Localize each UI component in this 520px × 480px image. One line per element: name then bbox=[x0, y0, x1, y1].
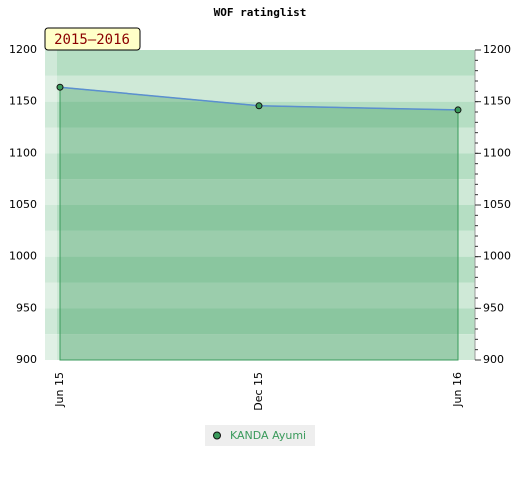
y-tick-label: 900 bbox=[16, 353, 37, 366]
y-tick-label: 1150 bbox=[9, 95, 37, 108]
area bbox=[59, 86, 459, 361]
legend-label: KANDA Ayumi bbox=[230, 429, 306, 442]
y-tick-label: 1200 bbox=[9, 43, 37, 56]
band bbox=[45, 205, 475, 231]
y2-tick-label: 900 bbox=[483, 353, 504, 366]
band bbox=[45, 334, 475, 360]
point bbox=[255, 102, 263, 110]
y-tick-label: 1000 bbox=[9, 250, 37, 263]
y-tick-label: 1050 bbox=[9, 198, 37, 211]
band bbox=[45, 127, 475, 154]
band bbox=[45, 75, 475, 102]
band bbox=[45, 179, 475, 205]
band bbox=[45, 282, 475, 309]
x-tick-label: Dec 15 bbox=[252, 372, 265, 411]
legend-marker bbox=[213, 431, 221, 440]
x-tick-label: Jun 16 bbox=[451, 372, 464, 408]
point bbox=[56, 83, 64, 91]
x-tick-label: Jun 15 bbox=[53, 372, 66, 408]
band bbox=[45, 230, 475, 257]
annotation-box bbox=[44, 27, 141, 51]
y2-tick-label: 1100 bbox=[483, 146, 511, 159]
y2-tick-label: 1150 bbox=[483, 95, 511, 108]
left-strip bbox=[45, 50, 57, 360]
y-tick-label: 950 bbox=[16, 301, 37, 314]
band bbox=[45, 50, 475, 76]
point bbox=[454, 106, 462, 114]
y2-tick-label: 1050 bbox=[483, 198, 511, 211]
y2-tick-label: 1200 bbox=[483, 43, 511, 56]
band bbox=[45, 153, 475, 180]
y2-tick-label: 950 bbox=[483, 301, 504, 314]
plot-area: 900 900 950 950 1000 1000 1050 1050 1100 1100 1150… bbox=[9, 43, 511, 411]
y2-tick-label: 1000 bbox=[483, 250, 511, 263]
band bbox=[45, 256, 475, 283]
y-tick-label: 1100 bbox=[9, 146, 37, 159]
legend bbox=[205, 425, 315, 446]
chart-title: WOF ratinglist bbox=[214, 6, 307, 19]
annotation: 2015–2016 bbox=[54, 32, 130, 48]
band bbox=[45, 308, 475, 335]
